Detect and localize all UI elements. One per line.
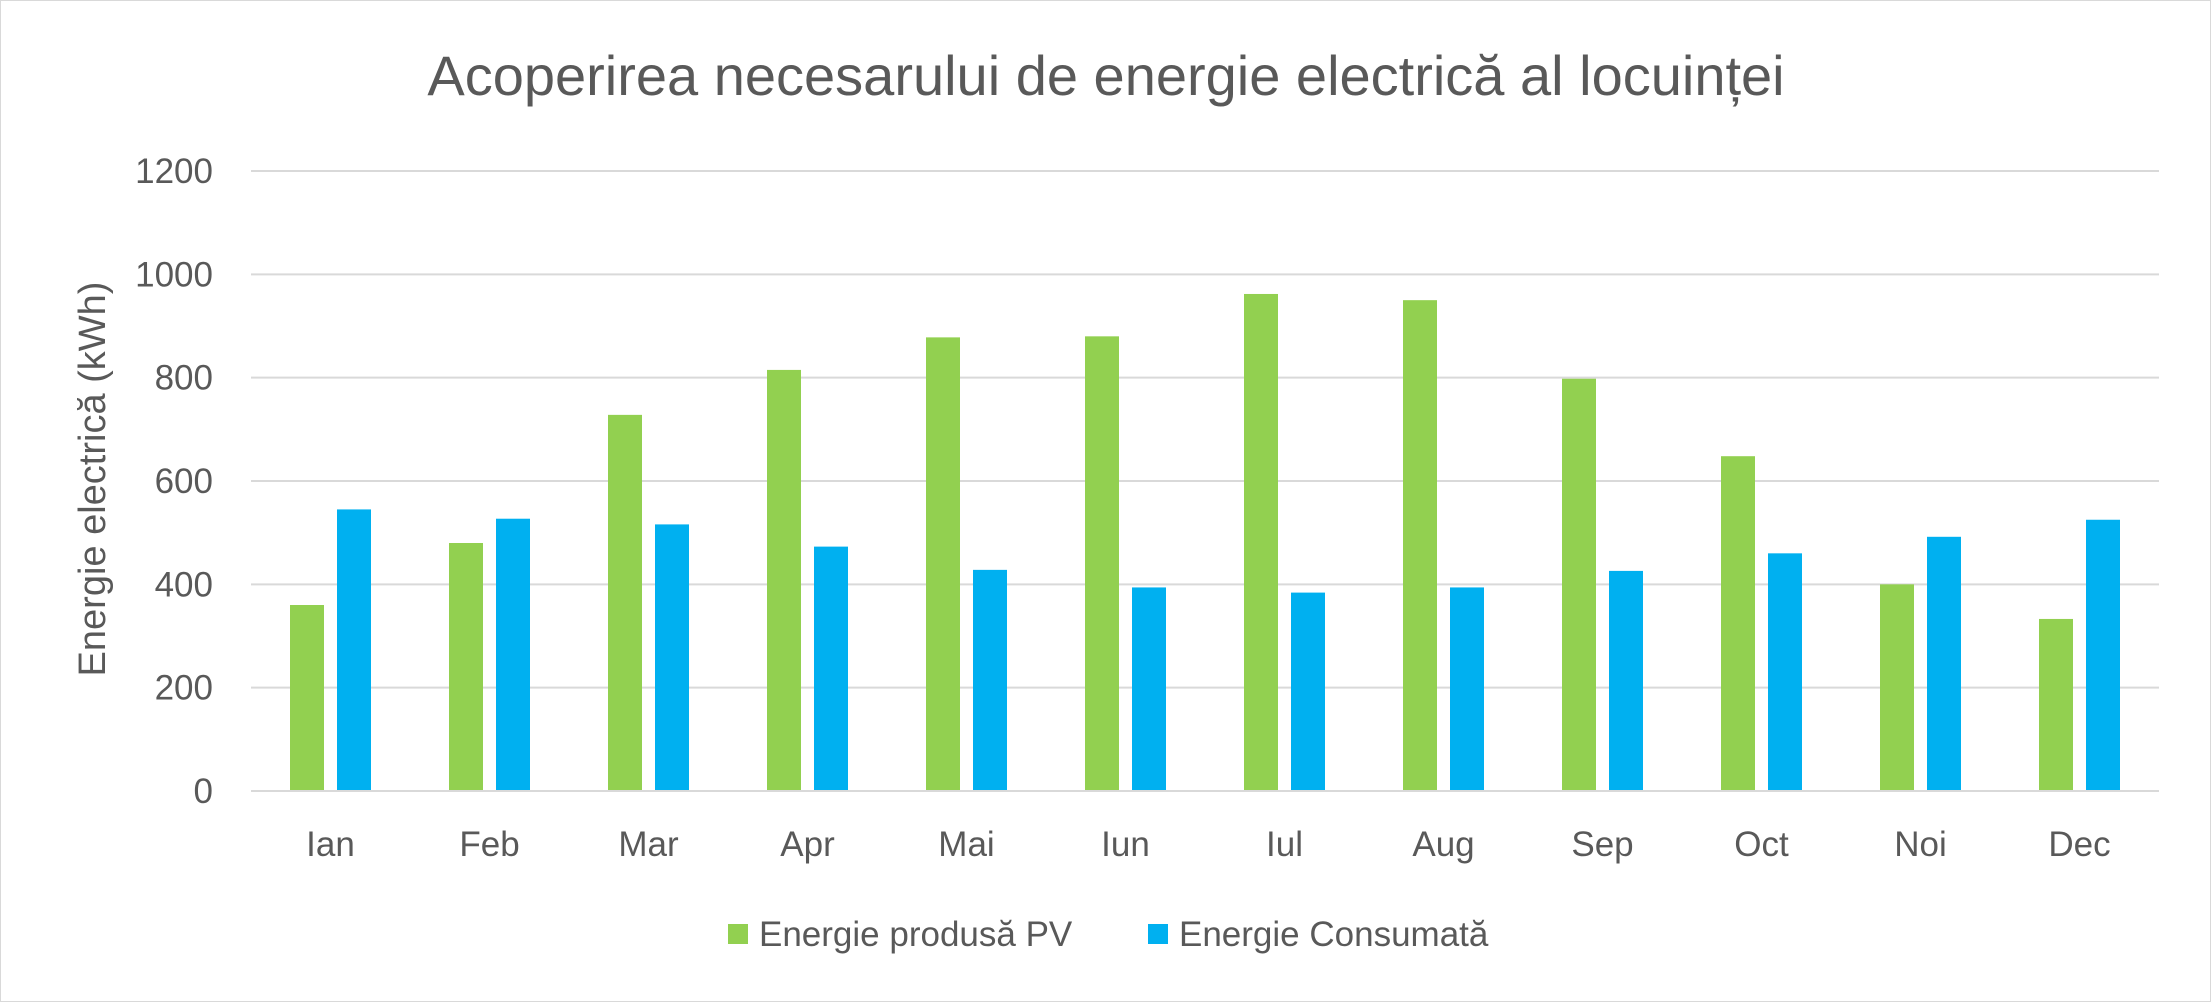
bar-pv-aug (1403, 300, 1437, 791)
y-tick-label: 400 (155, 565, 213, 604)
x-tick-label: Noi (1894, 825, 1947, 864)
legend-swatch (728, 924, 748, 944)
legend-label: Energie produsă PV (759, 915, 1073, 954)
bar-consumata-iul (1291, 592, 1325, 791)
bar-pv-mai (926, 337, 960, 791)
bar-pv-iun (1085, 336, 1119, 791)
bar-consumata-dec (2086, 519, 2120, 791)
x-tick-label: Aug (1412, 825, 1474, 864)
bar-pv-ian (290, 605, 324, 791)
gridlines (251, 170, 2159, 689)
bar-pv-mar (608, 414, 642, 791)
bar-consumata-apr (814, 546, 848, 791)
bar-pv-oct (1721, 456, 1755, 791)
bar-consumata-aug (1450, 587, 1484, 791)
x-axis-ticks: Ian Feb Mar Apr Mai Iun Iul Aug Sep Oct Noi Dec (306, 825, 2110, 864)
bar-consumata-mai (973, 569, 1007, 791)
y-tick-label: 0 (194, 772, 213, 811)
y-axis-ticks: 0 200 400 600 800 1000 1200 (135, 152, 213, 811)
bar-consumata-noi (1927, 536, 1961, 791)
bar-consumata-feb (496, 518, 530, 791)
legend-swatch (1148, 924, 1168, 944)
x-tick-label: Apr (780, 825, 835, 864)
y-tick-label: 200 (155, 669, 213, 708)
x-tick-label: Iul (1266, 825, 1303, 864)
bar-pv-iul (1244, 293, 1278, 791)
bar-pv-feb (449, 543, 483, 791)
x-tick-label: Mai (938, 825, 994, 864)
bar-pv-noi (1880, 584, 1914, 791)
legend: Energie produsă PV Energie Consumată (728, 915, 1489, 954)
bars (290, 293, 2120, 791)
y-tick-label: 600 (155, 462, 213, 501)
bar-consumata-iun (1132, 587, 1166, 791)
bar-consumata-sep (1609, 570, 1643, 791)
x-tick-label: Feb (459, 825, 519, 864)
y-axis-title: Energie electrică (kWh) (72, 282, 114, 677)
chart-title: Acoperirea necesarului de energie electr… (427, 44, 1784, 107)
x-tick-label: Dec (2048, 825, 2110, 864)
y-tick-label: 1200 (135, 152, 213, 191)
y-tick-label: 800 (155, 359, 213, 398)
bar-pv-dec (2039, 618, 2073, 791)
x-tick-label: Ian (306, 825, 355, 864)
y-tick-label: 1000 (135, 255, 213, 294)
x-tick-label: Sep (1571, 825, 1633, 864)
bar-pv-apr (767, 369, 801, 791)
bar-consumata-oct (1768, 553, 1802, 791)
legend-label: Energie Consumată (1179, 915, 1489, 954)
x-tick-label: Mar (618, 825, 679, 864)
bar-consumata-mar (655, 524, 689, 791)
bar-pv-sep (1562, 378, 1596, 791)
x-tick-label: Iun (1101, 825, 1150, 864)
x-tick-label: Oct (1734, 825, 1789, 864)
bar-consumata-ian (337, 509, 371, 791)
